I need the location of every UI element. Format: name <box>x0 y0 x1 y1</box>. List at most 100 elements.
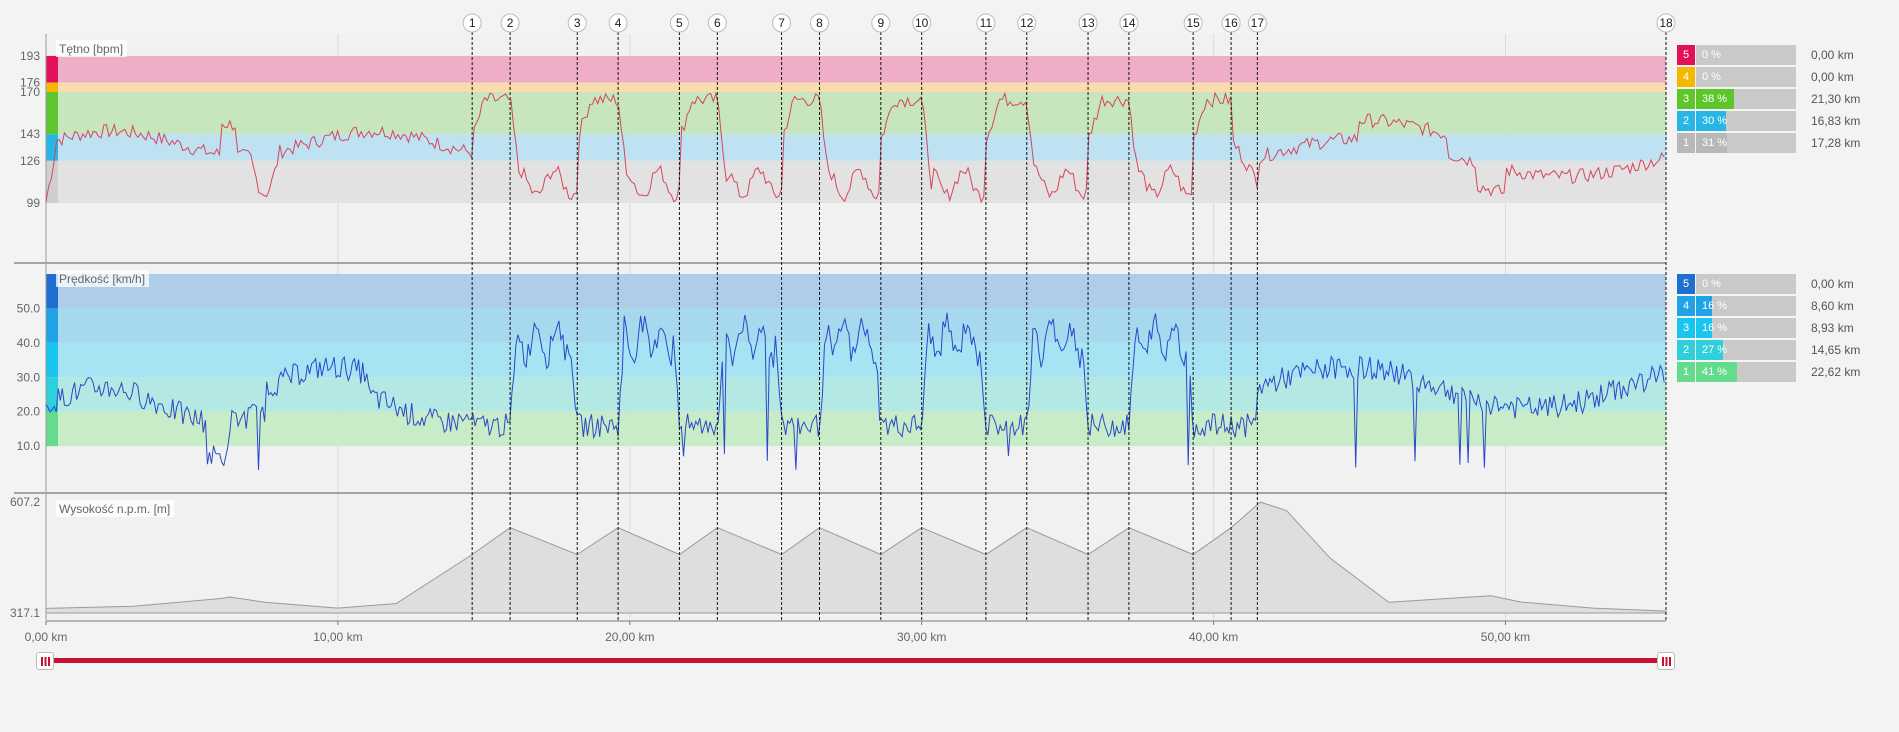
lap-label: 6 <box>714 16 721 30</box>
zone-percent-track: 16 % <box>1696 296 1796 316</box>
zone-number: 1 <box>1677 362 1695 382</box>
lap-label: 13 <box>1081 16 1095 30</box>
lap-badge[interactable] <box>608 13 628 33</box>
zone-percent-label: 16 % <box>1702 300 1728 312</box>
zone-stat-row: 2 27 % 14,65 km <box>1677 340 1897 360</box>
lap-label: 17 <box>1251 16 1265 30</box>
zone-band-4 <box>46 82 1666 92</box>
lap-label: 7 <box>778 16 785 30</box>
zone-number: 1 <box>1677 133 1695 153</box>
lap-badge[interactable] <box>1017 13 1037 33</box>
zone-distance: 0,00 km <box>1811 48 1854 62</box>
zone-percent-track: 27 % <box>1696 340 1796 360</box>
lap-label: 18 <box>1659 16 1673 30</box>
lap-badge[interactable] <box>462 13 482 33</box>
lap-badge[interactable] <box>1183 13 1203 33</box>
lap-label: 1 <box>469 16 476 30</box>
y-tick-label: 176 <box>20 76 40 90</box>
zone-stat-row: 4 16 % 8,60 km <box>1677 296 1897 316</box>
zone-distance: 8,60 km <box>1811 299 1854 313</box>
elevation-chart: Wysokość n.p.m. [m] 607.2 317.1 <box>10 494 1667 620</box>
lap-badge[interactable] <box>912 13 932 33</box>
y-tick-label: 607.2 <box>10 495 40 509</box>
zone-percent-label: 31 % <box>1702 137 1728 149</box>
distance-axis: 0,00 km 10,00 km 20,00 km 30,00 km 40,00 km 5… <box>25 620 1666 644</box>
y-tick-label: 99 <box>27 196 41 210</box>
lap-markers: 1 2 3 4 5 6 7 8 9 10 11 12 13 14 15 16 17 18 <box>462 13 1676 621</box>
lap-badge[interactable] <box>669 13 689 33</box>
zone-band-2 <box>46 377 1666 412</box>
y-tick-label: 30.0 <box>17 370 41 384</box>
zone-percent-track: 31 % <box>1696 133 1796 153</box>
lap-label: 11 <box>980 16 993 30</box>
zone-marker-3 <box>46 91 58 135</box>
zone-percent-fill <box>1696 111 1726 131</box>
x-tick-label: 10,00 km <box>313 630 362 644</box>
lap-label: 10 <box>915 16 929 30</box>
range-start-handle[interactable] <box>36 652 54 670</box>
lap-badge[interactable] <box>871 13 891 33</box>
lap-badge[interactable] <box>1119 13 1139 33</box>
lap-badge[interactable] <box>707 13 727 33</box>
zone-distance: 22,62 km <box>1811 365 1861 379</box>
lap-label: 9 <box>877 16 884 30</box>
range-end-handle[interactable] <box>1657 652 1675 670</box>
zone-percent-track: 0 % <box>1696 45 1796 65</box>
lap-badge[interactable] <box>567 13 587 33</box>
x-tick-label: 0,00 km <box>25 630 68 644</box>
zone-number: 2 <box>1677 111 1695 131</box>
chart-title: Wysokość n.p.m. [m] <box>59 502 170 516</box>
lap-badge[interactable] <box>1247 13 1267 33</box>
zone-number: 4 <box>1677 67 1695 87</box>
zone-marker-5 <box>46 274 58 309</box>
speed-series-line <box>45 312 1665 471</box>
zone-marker-3 <box>46 342 58 378</box>
lap-badge[interactable] <box>810 13 830 33</box>
zone-marker-1 <box>46 411 58 447</box>
zone-band-2 <box>46 134 1666 161</box>
zone-number: 3 <box>1677 318 1695 338</box>
y-tick-label: 20.0 <box>17 405 41 419</box>
lap-badge[interactable] <box>772 13 792 33</box>
zone-marker-2 <box>46 377 58 412</box>
zone-number: 4 <box>1677 296 1695 316</box>
zone-marker-5 <box>46 55 58 83</box>
zone-marker-4 <box>46 82 58 92</box>
x-tick-label: 20,00 km <box>605 630 654 644</box>
x-tick-label: 30,00 km <box>897 630 946 644</box>
y-tick-label: 193 <box>20 49 40 63</box>
zone-percent-label: 0 % <box>1702 278 1721 290</box>
zone-percent-track: 16 % <box>1696 318 1796 338</box>
x-tick-label: 50,00 km <box>1481 630 1530 644</box>
lap-badge[interactable] <box>1221 13 1241 33</box>
lap-badge[interactable] <box>500 13 520 33</box>
y-tick-label: 143 <box>20 127 40 141</box>
zone-distance: 16,83 km <box>1811 114 1861 128</box>
grip-icon <box>41 657 50 666</box>
range-selection-bar[interactable] <box>46 658 1666 663</box>
zone-number: 5 <box>1677 45 1695 65</box>
lap-label: 16 <box>1224 16 1238 30</box>
lap-label: 5 <box>676 16 683 30</box>
zone-percent-label: 0 % <box>1702 49 1721 61</box>
zone-percent-fill <box>1696 318 1712 338</box>
zone-number: 5 <box>1677 274 1695 294</box>
zone-percent-fill <box>1696 362 1737 382</box>
lap-badge[interactable] <box>976 13 996 33</box>
lap-label: 4 <box>615 16 622 30</box>
y-tick-label: 317.1 <box>10 606 40 620</box>
lap-badge[interactable] <box>1078 13 1098 33</box>
zone-distance: 21,30 km <box>1811 92 1861 106</box>
lap-label: 14 <box>1122 16 1136 30</box>
y-tick-label: 170 <box>20 85 40 99</box>
y-tick-label: 40.0 <box>17 336 41 350</box>
lap-badge[interactable] <box>1656 13 1676 33</box>
zone-band-5 <box>46 55 1666 83</box>
chart-title: Prędkość [km/h] <box>59 272 145 286</box>
zone-percent-track: 38 % <box>1696 89 1796 109</box>
zone-band-1 <box>46 160 1666 204</box>
zone-distance: 17,28 km <box>1811 136 1861 150</box>
zone-marker-4 <box>46 308 58 343</box>
